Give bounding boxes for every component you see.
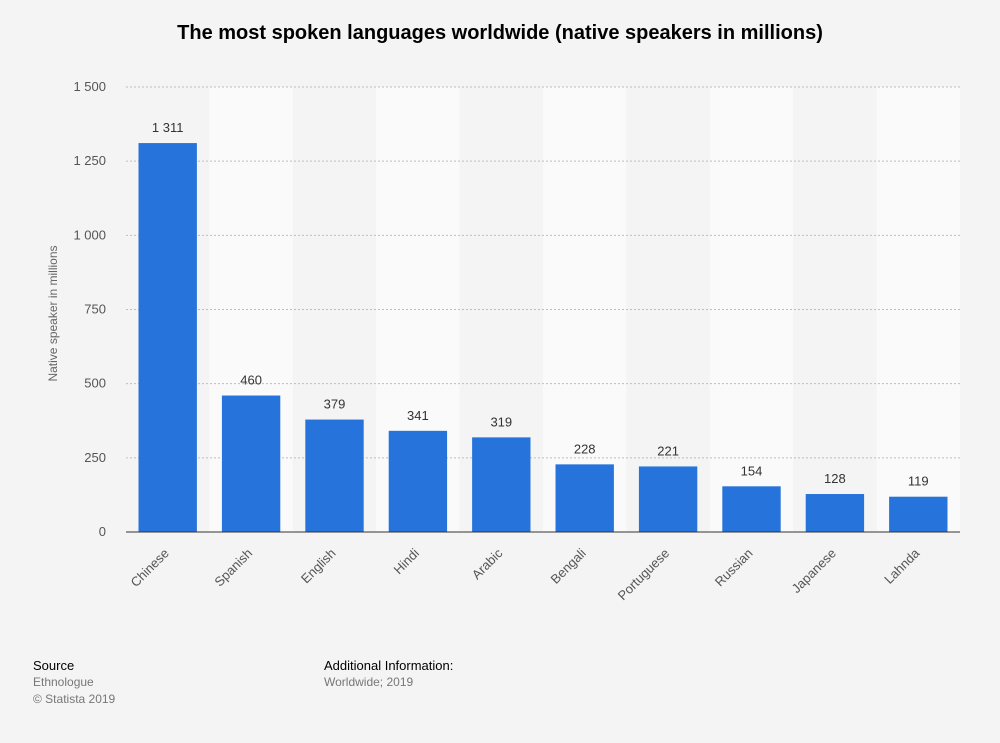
x-tick-label: Hindi [390, 545, 422, 577]
x-tick-label: Arabic [469, 545, 506, 582]
bar-spanish[interactable] [221, 395, 281, 532]
value-label: 319 [490, 414, 512, 429]
bar-english[interactable] [305, 419, 364, 532]
value-label: 154 [741, 463, 763, 478]
bar-bengali[interactable] [555, 464, 614, 532]
value-label: 228 [574, 441, 596, 456]
value-labels: 1 311 460 379 341 319 228 221 154 128 119 [152, 120, 929, 489]
copyright: © Statista 2019 [33, 692, 116, 706]
y-tick-label: 1 000 [73, 227, 106, 242]
y-axis-label: Native speaker in millions [46, 245, 60, 381]
chart-title: The most spoken languages worldwide (nat… [177, 22, 823, 44]
x-tick-label: Portuguese [615, 546, 673, 604]
bar-portuguese[interactable] [638, 466, 698, 532]
y-tick-label: 1 500 [73, 79, 106, 94]
value-label: 1 311 [152, 120, 184, 135]
additional-info-text: Worldwide; 2019 [324, 675, 414, 689]
value-label: 341 [407, 408, 429, 423]
bar-chinese[interactable] [138, 143, 197, 532]
source-name[interactable]: Ethnologue [33, 675, 94, 689]
bar-hindi[interactable] [388, 430, 448, 532]
bar-arabic[interactable] [472, 437, 531, 532]
additional-info-block: Additional Information: Worldwide; 2019 [324, 657, 453, 691]
x-tick-label: Chinese [127, 546, 171, 590]
y-axis-ticks: 0 250 500 750 1 000 1 250 1 500 [73, 79, 106, 539]
column-band [543, 87, 627, 532]
value-label: 119 [908, 474, 929, 489]
y-tick-label: 0 [99, 524, 106, 539]
x-tick-label: Japanese [789, 546, 839, 596]
value-label: 379 [324, 397, 346, 412]
x-axis-ticks: Chinese Spanish English Hindi Arabic Bengali P… [127, 545, 922, 603]
y-tick-label: 500 [84, 376, 106, 391]
y-tick-label: 750 [84, 302, 106, 317]
value-label: 221 [657, 443, 679, 458]
gridlines [126, 86, 960, 459]
additional-info-heading: Additional Information: [324, 658, 454, 673]
bar-lahnda[interactable] [889, 496, 948, 532]
source-block: Source Ethnologue © Statista 2019 [33, 657, 115, 708]
bars [138, 143, 948, 532]
x-tick-label: Spanish [211, 546, 255, 590]
bar-russian[interactable] [722, 486, 781, 532]
x-tick-label: English [298, 546, 339, 587]
y-tick-label: 250 [84, 450, 106, 465]
x-tick-label: Lahnda [881, 545, 923, 587]
x-tick-label: Bengali [548, 545, 589, 586]
bar-japanese[interactable] [805, 494, 865, 532]
y-tick-label: 1 250 [73, 153, 106, 168]
source-heading: Source [33, 658, 75, 673]
x-tick-label: Russian [712, 546, 756, 590]
value-label: 128 [824, 471, 846, 486]
value-label: 460 [240, 373, 262, 388]
